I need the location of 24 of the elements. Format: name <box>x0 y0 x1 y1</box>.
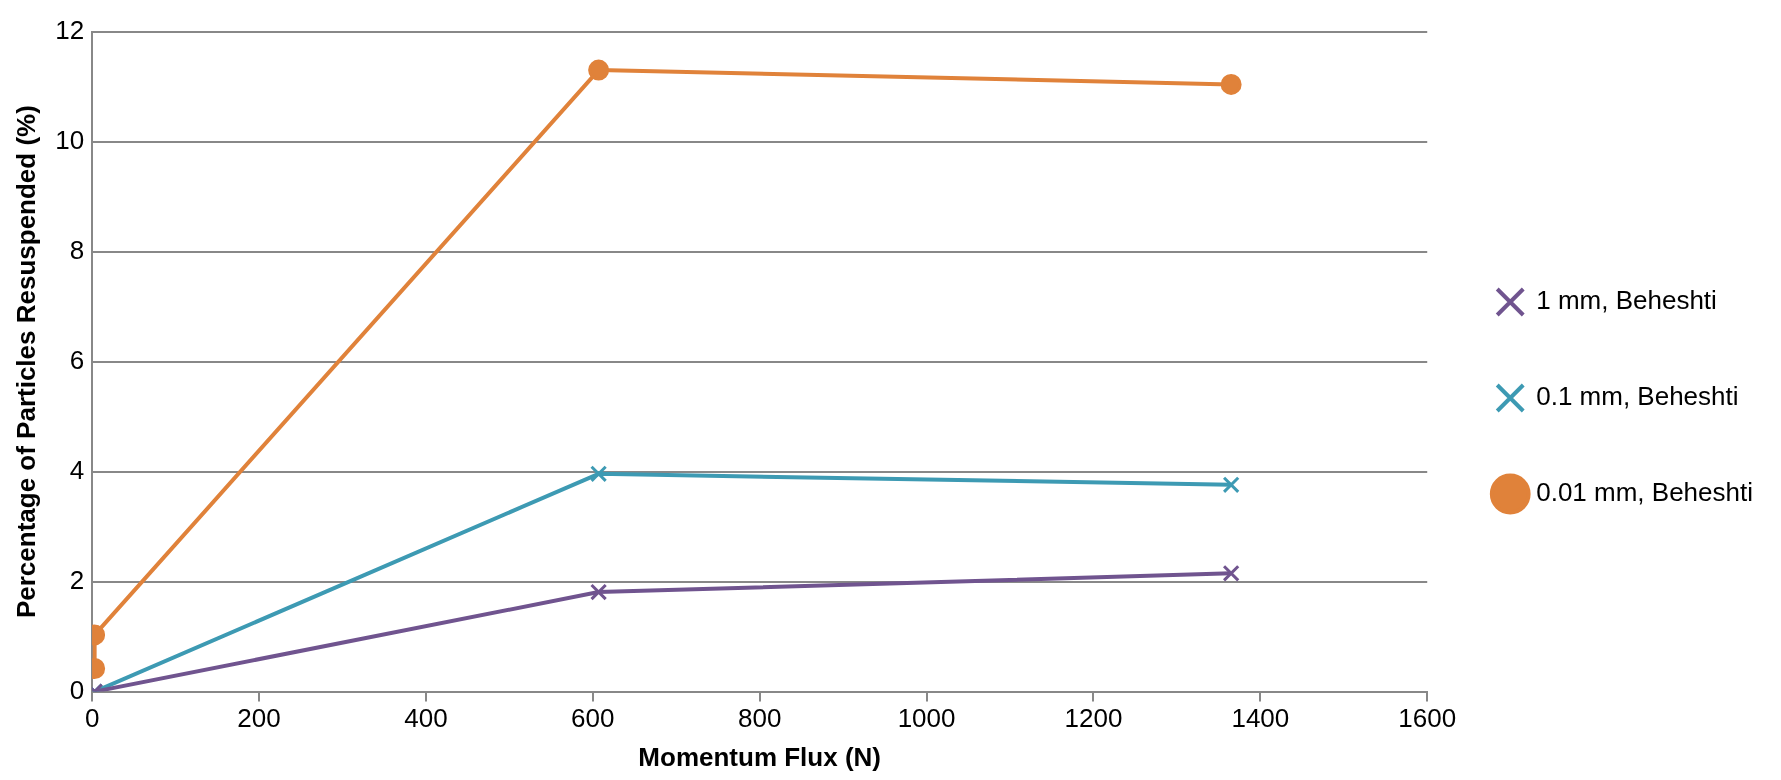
point <box>590 583 608 601</box>
y-tick-label: 12 <box>55 14 85 45</box>
x-tick-label: 800 <box>737 703 782 734</box>
y-axis-title: Percentage of Particles Resuspended (%) <box>10 105 41 619</box>
legend-label: 0.01 mm, Beheshti <box>1536 477 1754 508</box>
x-tick-label: 200 <box>237 703 281 734</box>
x-tick-label: 1000 <box>897 703 956 734</box>
x-tick-label: 400 <box>404 703 448 734</box>
x-tick-label: 1200 <box>1064 703 1123 734</box>
point <box>590 465 608 483</box>
legend-label: 1 mm, Beheshti <box>1536 285 1717 316</box>
y-tick-label: 4 <box>69 454 85 485</box>
y-tick-label: 0 <box>69 674 85 705</box>
y-tick-label: 6 <box>69 344 85 375</box>
x-tick-label: 1600 <box>1398 703 1457 734</box>
point <box>1222 476 1240 494</box>
x-tick-label: 1400 <box>1231 703 1290 734</box>
legend-label: 0.1 mm, Beheshti <box>1536 381 1739 412</box>
y-tick-label: 2 <box>69 564 85 595</box>
x-tick-label: 600 <box>571 703 615 734</box>
y-tick-label: 10 <box>55 124 85 155</box>
x-axis-title: Momentum Flux (N) <box>638 741 881 772</box>
point <box>1222 564 1240 582</box>
y-tick-label: 8 <box>69 234 85 265</box>
